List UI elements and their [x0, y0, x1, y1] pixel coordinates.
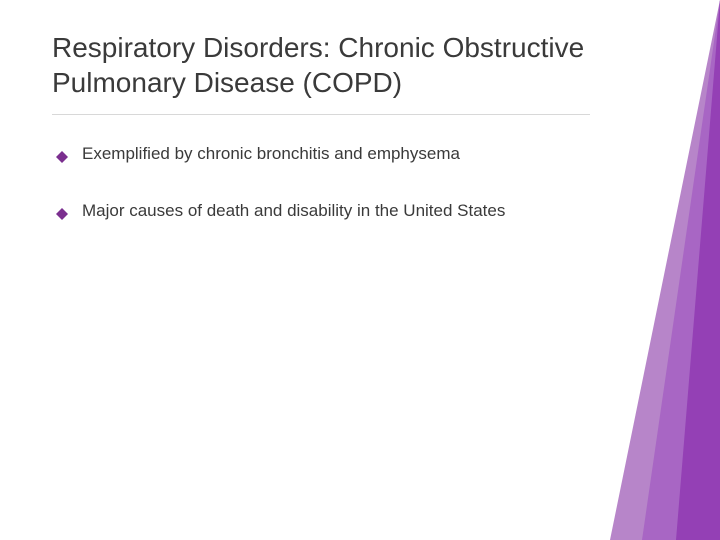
bullet-list: Exemplified by chronic bronchitis and em… [52, 143, 590, 227]
list-item: Exemplified by chronic bronchitis and em… [56, 143, 590, 170]
decorative-wedge-inner [676, 0, 720, 540]
bullet-text: Major causes of death and disability in … [82, 200, 590, 223]
title-underline [52, 114, 590, 115]
diamond-bullet-icon [56, 204, 68, 227]
diamond-bullet-icon [56, 147, 68, 170]
slide-title: Respiratory Disorders: Chronic Obstructi… [52, 30, 590, 100]
list-item: Major causes of death and disability in … [56, 200, 590, 227]
bullet-text: Exemplified by chronic bronchitis and em… [82, 143, 590, 166]
slide-content: Respiratory Disorders: Chronic Obstructi… [52, 30, 590, 257]
